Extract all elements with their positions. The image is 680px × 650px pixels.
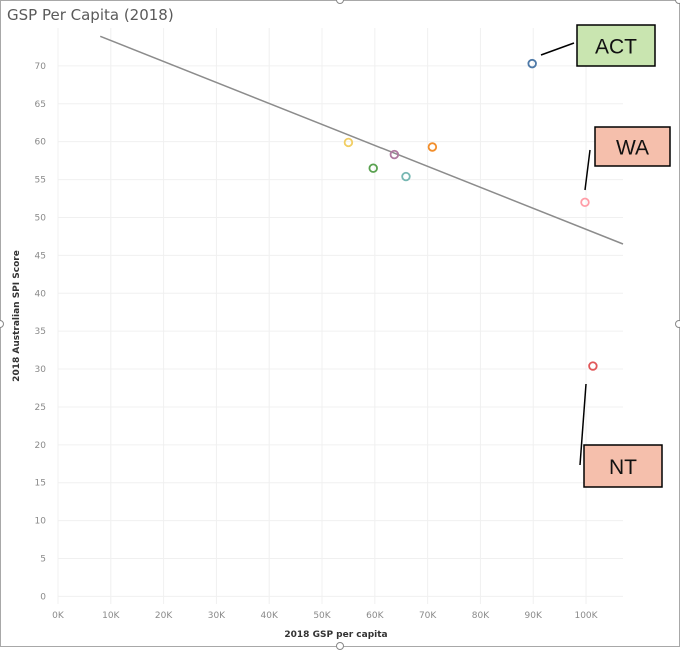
annotation-label: WA: [616, 137, 649, 160]
data-point: [389, 149, 400, 160]
data-point: [527, 58, 537, 69]
annotation-leader-line: [579, 383, 587, 466]
y-tick-label: 5: [40, 555, 46, 565]
y-tick-label: 25: [35, 403, 46, 413]
y-tick-labels: 0 5 10 15 20 25 30 35 40 45 50 55 60 65 70: [35, 62, 47, 603]
resize-handle-top-right[interactable]: [675, 0, 680, 4]
y-axis-title: 2018 Australian SPI Score: [12, 250, 22, 382]
grid-lines: [57, 28, 623, 604]
annotation-box: [583, 444, 663, 488]
annotation-box: [576, 24, 656, 67]
x-tick-label: 70K: [419, 611, 437, 621]
x-axis-title: 2018 GSP per capita: [284, 630, 387, 640]
x-tick-label: 50K: [313, 611, 331, 621]
data-point: [427, 142, 438, 152]
y-tick-label: 35: [35, 327, 46, 337]
annotations: ACT WA NT: [540, 24, 671, 488]
y-tick-label: 0: [40, 592, 46, 602]
x-tick-labels: 0K 10K 20K 30K 40K 50K 60K 70K 80K 90K 100K: [52, 611, 598, 621]
x-tick-label: 30K: [208, 611, 226, 621]
x-tick-label: 60K: [366, 611, 384, 621]
x-tick-label: 90K: [525, 611, 543, 621]
x-tick-label: 10K: [102, 611, 120, 621]
annotation-leader-line: [540, 42, 575, 56]
annotation-label: ACT: [595, 36, 637, 59]
data-point: [343, 137, 354, 148]
x-tick-label: 100K: [574, 611, 598, 621]
x-tick-label: 0K: [52, 611, 65, 621]
data-points: [343, 58, 598, 371]
y-tick-label: 60: [35, 138, 47, 148]
y-tick-label: 50: [35, 213, 47, 223]
x-tick-label: 20K: [155, 611, 173, 621]
y-tick-label: 40: [35, 289, 47, 299]
y-tick-label: 70: [35, 62, 47, 72]
y-tick-label: 20: [35, 441, 47, 451]
data-point: [401, 171, 411, 182]
x-tick-label: 40K: [261, 611, 279, 621]
annotation-label: NT: [609, 456, 637, 479]
chart-title: GSP Per Capita (2018): [7, 6, 174, 24]
data-point: [588, 361, 598, 371]
annotation-leader-line: [584, 149, 591, 191]
x-tick-label: 80K: [472, 611, 490, 621]
resize-handle-bottom[interactable]: [336, 642, 344, 650]
y-tick-label: 65: [35, 100, 46, 110]
y-tick-label: 45: [35, 251, 46, 261]
y-tick-label: 15: [35, 479, 46, 489]
y-tick-label: 10: [35, 517, 47, 527]
trend-line: [99, 35, 624, 245]
data-point: [368, 163, 378, 173]
y-tick-label: 30: [35, 365, 47, 375]
data-point: [580, 197, 590, 208]
resize-handle-right[interactable]: [675, 320, 680, 328]
annotation-box: [594, 126, 671, 167]
y-tick-label: 55: [35, 176, 46, 186]
